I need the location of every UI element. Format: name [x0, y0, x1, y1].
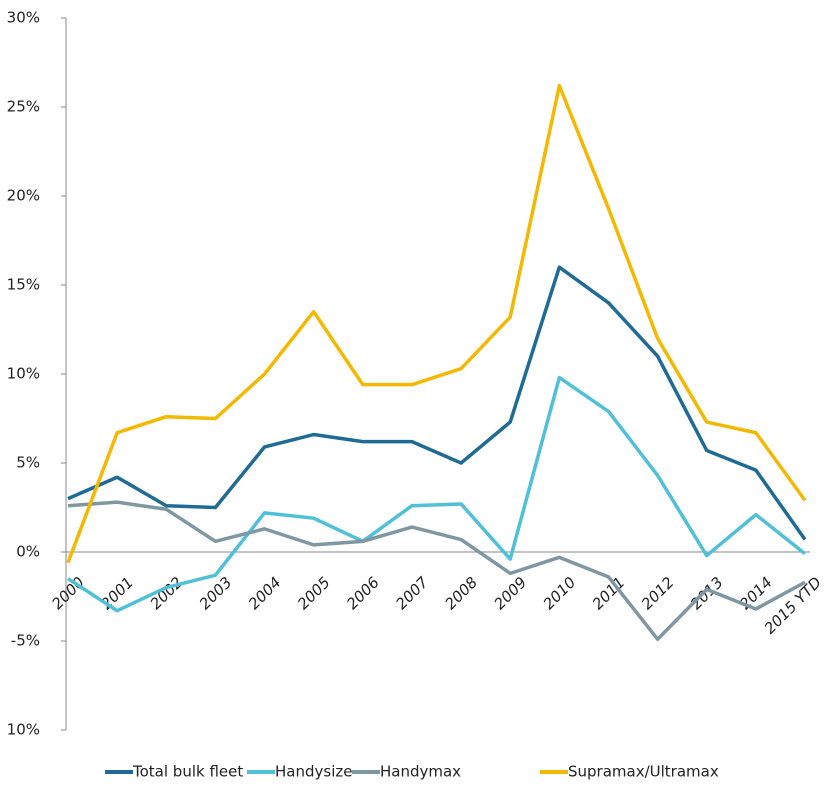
y-tick-label: 30% [7, 9, 40, 27]
x-tick-label: 2001 [97, 573, 137, 613]
legend-label: Supramax/Ultramax [568, 763, 719, 781]
x-tick-label: 2012 [638, 573, 678, 613]
x-tick-label: 2007 [392, 573, 432, 613]
x-tick-label: 2005 [294, 573, 334, 613]
y-tick-label: -5% [11, 632, 40, 650]
x-tick-label: 2006 [343, 573, 383, 613]
y-tick-label: 10% [7, 365, 40, 383]
y-tick-label: 25% [7, 98, 40, 116]
x-tick-label: 2004 [245, 573, 285, 613]
series-line [67, 500, 806, 641]
legend-label: Total bulk fleet [132, 763, 243, 781]
y-tick-label: 15% [7, 276, 40, 294]
x-tick-label: 2010 [540, 573, 580, 613]
y-tick-label: 5% [16, 454, 40, 472]
y-tick-label: 20% [7, 187, 40, 205]
series-line [67, 265, 807, 541]
legend-label: Handymax [380, 763, 461, 781]
y-tick-label: 0% [16, 543, 40, 561]
y-tick-label: 10% [7, 721, 40, 739]
x-tick-label: 2008 [441, 573, 481, 613]
x-tick-label: 2009 [490, 573, 530, 613]
legend-label: Handysize [275, 763, 352, 781]
series-line [66, 83, 807, 564]
series-line [67, 375, 807, 613]
